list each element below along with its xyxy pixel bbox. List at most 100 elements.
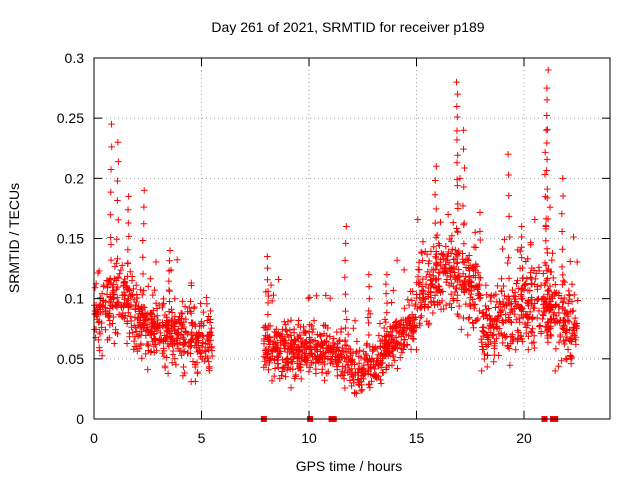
data-point (574, 297, 581, 304)
data-point (377, 376, 384, 384)
data-point (145, 316, 153, 324)
data-point (437, 258, 444, 266)
data-point (346, 377, 354, 384)
data-point (448, 304, 455, 311)
data-point (542, 237, 550, 245)
data-point (511, 310, 518, 318)
data-point (418, 249, 426, 257)
data-point (515, 328, 523, 336)
data-point (173, 339, 181, 347)
data-point (314, 343, 321, 350)
data-point (113, 285, 120, 293)
data-point (506, 300, 514, 308)
data-point (166, 328, 173, 336)
data-point (559, 175, 567, 182)
data-point (305, 328, 313, 335)
data-point (140, 287, 147, 294)
data-point (282, 373, 289, 380)
data-point (525, 313, 533, 321)
data-point (424, 291, 432, 298)
data-point (366, 355, 373, 363)
data-point (327, 344, 335, 352)
data-point (442, 301, 450, 309)
data-point (265, 334, 273, 341)
data-point (470, 324, 477, 332)
data-point (353, 338, 361, 345)
data-point (321, 360, 329, 368)
data-point (453, 113, 461, 121)
data-point (522, 324, 530, 331)
data-point (334, 354, 341, 361)
data-point (341, 341, 349, 349)
data-point (454, 258, 461, 266)
data-point (121, 314, 128, 322)
data-point (152, 341, 159, 348)
data-point (397, 317, 405, 324)
data-point (360, 348, 367, 355)
data-point (435, 282, 442, 290)
data-point (191, 342, 199, 349)
data-point (545, 318, 552, 326)
data-point (129, 329, 136, 336)
data-point (381, 316, 389, 323)
data-point (425, 257, 433, 265)
data-point (260, 364, 268, 371)
data-point (351, 361, 358, 368)
data-point (567, 360, 575, 367)
data-point (460, 259, 468, 266)
data-point (172, 361, 180, 369)
data-point (390, 353, 397, 361)
data-point (482, 341, 490, 348)
data-point (366, 310, 374, 318)
data-point (451, 269, 458, 276)
data-point (200, 308, 207, 316)
data-point (297, 338, 305, 346)
data-point (557, 295, 565, 302)
data-point (544, 287, 551, 295)
y-tick-label: 0 (76, 411, 84, 427)
data-point (530, 267, 538, 274)
data-point (365, 381, 372, 389)
data-point (106, 275, 114, 282)
y-tick-label: 0.15 (57, 231, 84, 247)
data-point (107, 234, 114, 241)
data-point (527, 274, 534, 281)
data-point (397, 333, 405, 340)
data-point (442, 268, 449, 275)
data-point (160, 352, 168, 360)
data-point (266, 341, 273, 348)
data-point (436, 242, 443, 249)
data-point (405, 301, 413, 309)
data-point (148, 315, 156, 323)
data-point (454, 205, 462, 212)
data-point (188, 319, 195, 327)
data-point (294, 355, 301, 362)
data-point (510, 292, 518, 300)
data-point (125, 219, 132, 227)
data-point (268, 377, 276, 385)
data-point (417, 248, 425, 256)
data-point (376, 320, 384, 327)
data-point (547, 325, 554, 332)
data-point (185, 304, 193, 312)
data-point (390, 287, 397, 294)
data-point (400, 266, 408, 274)
data-point (535, 264, 543, 271)
data-point (342, 290, 349, 298)
data-point (465, 252, 473, 259)
data-point (150, 323, 158, 330)
data-point (284, 364, 292, 371)
data-point (526, 287, 534, 294)
data-point (495, 303, 503, 311)
data-point (117, 266, 125, 274)
data-point (460, 278, 468, 285)
data-point (448, 246, 456, 253)
data-point (502, 311, 510, 318)
data-point (419, 238, 427, 246)
data-point (190, 304, 198, 312)
data-point (477, 274, 484, 282)
data-point (483, 363, 491, 371)
data-point (509, 331, 516, 338)
data-point (322, 322, 329, 330)
